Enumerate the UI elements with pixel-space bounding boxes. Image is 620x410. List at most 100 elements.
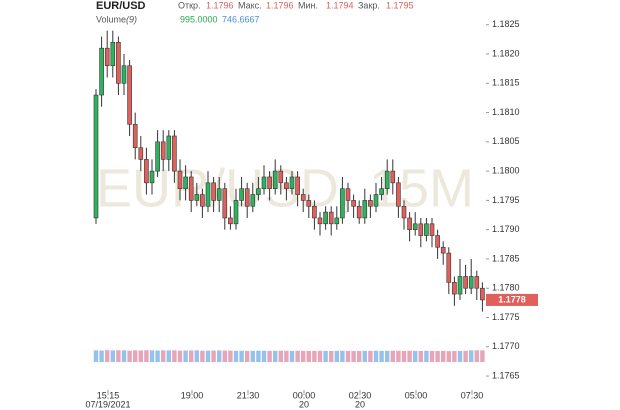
volume-bar — [233, 350, 239, 362]
volume-bar — [480, 350, 485, 362]
volume-bar — [306, 351, 311, 362]
candle-body — [317, 217, 323, 225]
y-tick-label: 1.1795 — [492, 195, 520, 205]
volume-bar — [177, 350, 183, 362]
candle-body — [312, 205, 317, 219]
candle-body — [272, 170, 278, 189]
candle-body — [121, 65, 127, 84]
volume-bar — [474, 350, 479, 362]
volume-bar — [200, 350, 205, 362]
volume-bar — [334, 350, 339, 362]
candle-body — [138, 147, 144, 160]
candle-body — [149, 170, 155, 184]
volume-bar — [183, 350, 188, 362]
candle-body — [480, 287, 485, 301]
ohlc-label: Мин. — [298, 0, 318, 10]
y-tick-label: 1.1815 — [492, 78, 520, 88]
candle-body — [188, 176, 194, 201]
candle-body — [93, 94, 99, 219]
volume-bar — [172, 350, 177, 362]
candle-body — [457, 276, 463, 295]
volume-bar — [312, 350, 317, 362]
candle-body — [239, 188, 244, 201]
volume-bar — [301, 350, 306, 362]
candle-body — [463, 276, 468, 289]
ohlc-label: Откр. — [178, 0, 201, 10]
volume-bar — [127, 350, 132, 362]
candle-body — [351, 200, 356, 207]
y-tick-label: 1.1820 — [492, 48, 520, 58]
volume-bar — [401, 350, 407, 362]
y-tick-label: 1.1805 — [492, 136, 520, 146]
volume-bar — [155, 350, 160, 362]
candle-body — [228, 217, 233, 225]
candle-body — [205, 182, 211, 207]
x-tick-label: 15:15 — [97, 390, 120, 400]
volume-bar — [357, 350, 362, 362]
volume-ma: 746.6667 — [222, 14, 260, 24]
volume-bar — [289, 350, 295, 362]
volume-bar — [429, 350, 435, 362]
candle-body — [289, 176, 295, 189]
volume-bar — [435, 351, 440, 362]
candle-body — [104, 47, 110, 67]
ohlc-value: 1.1795 — [386, 0, 414, 10]
candle-body — [446, 252, 452, 283]
volume-bar — [228, 350, 233, 362]
y-tick-label: 1.1765 — [492, 370, 520, 380]
volume-label: Volume — [96, 14, 126, 24]
x-tick-label: 19:00 — [181, 390, 204, 400]
y-tick-label: 1.1825 — [492, 19, 520, 29]
candle-body — [300, 194, 306, 201]
volume-bar — [317, 350, 323, 362]
x-tick-sublabel: 20 — [355, 399, 365, 409]
candle-body — [328, 211, 334, 225]
candle-body — [250, 194, 256, 207]
x-tick-label: 05:00 — [405, 390, 428, 400]
candle-body — [356, 205, 362, 219]
candle-body — [127, 65, 132, 125]
volume-bar — [418, 351, 423, 362]
volume-bar — [463, 350, 468, 362]
volume-bar — [256, 350, 261, 362]
candle-body — [295, 176, 300, 195]
volume-bar — [273, 350, 278, 362]
candle-body — [407, 217, 412, 230]
candle-body — [440, 246, 446, 254]
candle-body — [396, 182, 401, 207]
candle-body — [166, 135, 172, 160]
candle-body — [194, 194, 200, 201]
volume-bar — [110, 350, 115, 362]
candle-body — [424, 223, 429, 236]
candle-body — [368, 200, 373, 207]
y-tick-label: 1.1770 — [492, 341, 520, 351]
volume-bar — [295, 350, 300, 362]
y-tick-label: 1.1800 — [492, 166, 520, 176]
volume-bar — [424, 350, 429, 362]
candle-body — [183, 176, 188, 189]
ohlc-value: 1.1796 — [266, 0, 294, 10]
volume-bar — [105, 350, 110, 362]
volume-bar — [138, 350, 143, 362]
volume-bar — [284, 350, 289, 362]
volume-bar — [149, 350, 155, 362]
chart-title: EUR/USD — [96, 0, 146, 12]
volume-bar — [250, 350, 255, 362]
volume-bar — [161, 350, 166, 362]
volume-bar — [390, 350, 395, 362]
volume-bar — [217, 350, 222, 362]
volume-bar — [116, 350, 121, 362]
candle-body — [306, 200, 312, 207]
volume-bar — [261, 350, 267, 362]
ohlc-value: 1.1796 — [206, 0, 234, 10]
candle-body — [267, 176, 272, 189]
candle-body — [323, 211, 328, 225]
volume-bar — [373, 350, 379, 362]
y-tick-label: 1.1790 — [492, 224, 520, 234]
volume-bar — [385, 350, 390, 362]
x-tick-sublabel: 07/19/2021 — [85, 399, 130, 409]
candle-body — [116, 42, 121, 84]
candle-body — [132, 123, 138, 149]
ohlc-value: 1.1794 — [326, 0, 354, 10]
